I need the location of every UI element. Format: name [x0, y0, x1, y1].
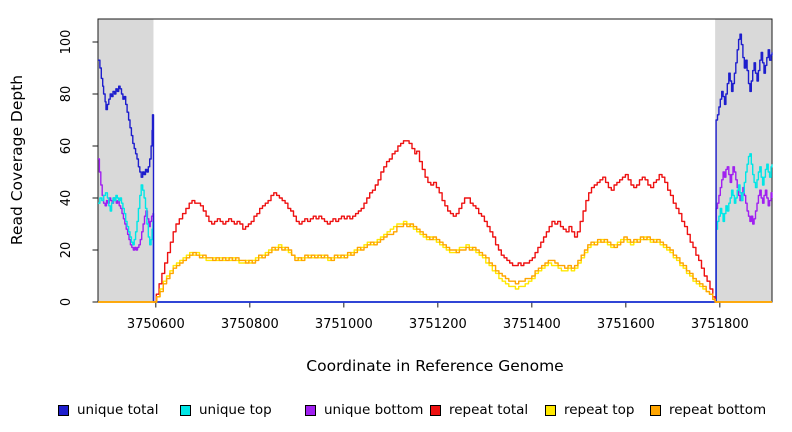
- legend-item-repeat-bottom: repeat bottom: [650, 401, 766, 419]
- legend-item-unique-bottom: unique bottom: [305, 401, 423, 419]
- series-line-repeat-bottom: [98, 223, 772, 303]
- series-line-unique-total: [98, 33, 773, 303]
- legend-label: unique top: [199, 402, 272, 418]
- x-tick-label: 3750800: [221, 317, 279, 332]
- masked-region: [98, 19, 154, 302]
- x-axis-title: Coordinate in Reference Genome: [306, 357, 563, 375]
- repeat-bottom-swatch: [650, 404, 661, 416]
- legend-item-repeat-total: repeat total: [430, 401, 528, 419]
- legend-label: repeat total: [449, 402, 529, 418]
- y-tick-label: 80: [59, 86, 74, 103]
- series-line-repeat-top: [98, 220, 772, 303]
- x-tick-label: 3751800: [691, 317, 749, 332]
- chart-legend: unique total unique top unique bottom re…: [0, 401, 792, 423]
- legend-label: repeat top: [564, 402, 635, 418]
- repeat-top-swatch: [545, 404, 556, 416]
- series-line-unique-bottom: [98, 158, 773, 303]
- legend-item-unique-top: unique top: [180, 401, 272, 419]
- series-line-unique-top: [98, 153, 773, 303]
- legend-label: repeat bottom: [669, 402, 767, 418]
- masked-region: [715, 19, 772, 302]
- series-line-repeat-total: [98, 140, 772, 303]
- y-tick-label: 100: [59, 30, 74, 55]
- plot-box: [97, 18, 773, 303]
- x-tick-label: 3751200: [409, 317, 467, 332]
- legend-label: unique bottom: [324, 402, 424, 418]
- legend-label: unique total: [77, 402, 159, 418]
- y-tick-label: 0: [59, 298, 74, 306]
- unique-bottom-swatch: [305, 404, 316, 416]
- y-tick-label: 60: [59, 138, 74, 155]
- x-tick-label: 3751400: [503, 317, 561, 332]
- x-tick-label: 3750600: [127, 317, 185, 332]
- x-tick-label: 3751000: [315, 317, 373, 332]
- x-tick-label: 3751600: [597, 317, 655, 332]
- plot-area: 3750600 3750800 3751000 3751200 3751400 37516…: [59, 18, 773, 332]
- y-tick-label: 20: [59, 242, 74, 259]
- y-tick-label: 40: [59, 190, 74, 207]
- unique-total-swatch: [58, 404, 69, 416]
- unique-top-swatch: [180, 404, 191, 416]
- legend-item-unique-total: unique total: [58, 401, 158, 419]
- legend-item-repeat-top: repeat top: [545, 401, 634, 419]
- y-axis-title: Read Coverage Depth: [8, 75, 26, 245]
- repeat-total-swatch: [430, 404, 441, 416]
